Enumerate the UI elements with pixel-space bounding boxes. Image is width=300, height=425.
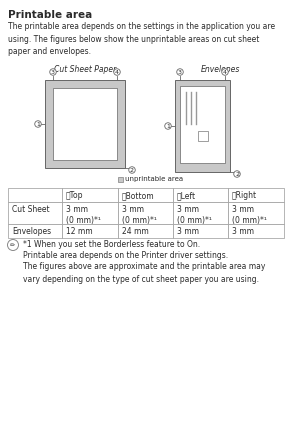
Text: ✏: ✏ <box>11 244 16 249</box>
Text: 3 mm: 3 mm <box>232 227 254 236</box>
Text: 3 mm: 3 mm <box>177 227 199 236</box>
Text: ⓖLeft: ⓖLeft <box>177 191 196 200</box>
Text: unprintable area: unprintable area <box>125 176 183 182</box>
Bar <box>118 177 123 182</box>
Text: 12 mm: 12 mm <box>66 227 93 236</box>
Text: Envelopes: Envelopes <box>200 65 240 74</box>
Circle shape <box>8 240 19 250</box>
Text: 4: 4 <box>223 70 227 74</box>
Bar <box>198 131 208 141</box>
Bar <box>118 188 173 202</box>
Text: 3 mm
(0 mm)*¹: 3 mm (0 mm)*¹ <box>122 205 157 225</box>
Text: 24 mm: 24 mm <box>122 227 149 236</box>
Text: Cut Sheet Paper: Cut Sheet Paper <box>54 65 116 74</box>
Bar <box>180 86 225 163</box>
Text: 2: 2 <box>130 167 134 173</box>
Text: ⓔTop: ⓔTop <box>66 191 83 200</box>
Bar <box>175 80 230 172</box>
Text: 1: 1 <box>166 124 170 128</box>
Bar <box>118 202 173 224</box>
Bar <box>62 188 118 202</box>
Bar <box>228 202 284 224</box>
Text: 3 mm
(0 mm)*¹: 3 mm (0 mm)*¹ <box>66 205 101 225</box>
Bar <box>173 188 228 202</box>
Bar <box>8 202 62 224</box>
Text: 3 mm
(0 mm)*¹: 3 mm (0 mm)*¹ <box>177 205 212 225</box>
Bar <box>173 202 228 224</box>
Text: Envelopes: Envelopes <box>12 227 51 236</box>
Bar <box>8 224 62 238</box>
Text: 3: 3 <box>178 70 182 74</box>
Text: Printable area depends on the Printer driver settings.: Printable area depends on the Printer dr… <box>23 251 228 260</box>
Bar <box>45 80 125 168</box>
Text: 3 mm
(0 mm)*¹: 3 mm (0 mm)*¹ <box>232 205 267 225</box>
Bar <box>228 188 284 202</box>
Text: *1 When you set the Borderless feature to On.: *1 When you set the Borderless feature t… <box>23 240 200 249</box>
Text: 1: 1 <box>36 122 40 127</box>
Text: ⓗRight: ⓗRight <box>232 191 257 200</box>
Bar <box>228 224 284 238</box>
Text: Printable area: Printable area <box>8 10 92 20</box>
Bar <box>62 202 118 224</box>
Text: ⓕBottom: ⓕBottom <box>122 191 154 200</box>
Bar <box>8 188 62 202</box>
Text: 2: 2 <box>235 172 239 176</box>
Text: The figures above are approximate and the printable area may
vary depending on t: The figures above are approximate and th… <box>23 262 266 283</box>
Text: The printable area depends on the settings in the application you are
using. The: The printable area depends on the settin… <box>8 22 275 56</box>
Bar <box>173 224 228 238</box>
Bar <box>62 224 118 238</box>
Bar <box>53 88 117 160</box>
Text: 4: 4 <box>115 70 119 74</box>
Text: 3: 3 <box>51 70 55 74</box>
Text: Cut Sheet: Cut Sheet <box>12 205 50 214</box>
Bar <box>118 224 173 238</box>
